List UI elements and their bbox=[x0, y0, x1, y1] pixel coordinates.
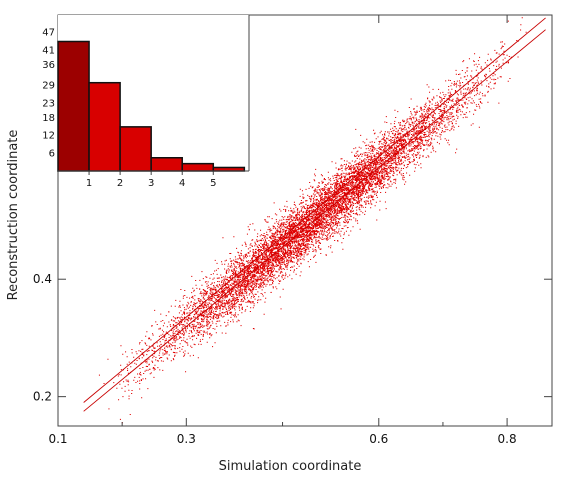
inset-y-tick-label: 18 bbox=[42, 113, 55, 124]
histogram-bar bbox=[150, 157, 183, 172]
x-tick-label: 0.3 bbox=[177, 432, 196, 446]
histogram-bar bbox=[57, 40, 90, 172]
inset-bars bbox=[57, 40, 246, 172]
inset-x-tick-label: 1 bbox=[86, 178, 92, 189]
inset-y-axis: 6 12 18 23 29 36 41 47 bbox=[42, 28, 55, 160]
inset-x-tick-label: 5 bbox=[210, 178, 216, 189]
x-tick-label: 0.6 bbox=[369, 432, 388, 446]
y-tick-label: 0.2 bbox=[33, 390, 52, 404]
inset-y-tick-label: 36 bbox=[42, 60, 55, 71]
inset-x-tick-label: 2 bbox=[117, 178, 123, 189]
y-axis-label: Reconstruction coordinate bbox=[6, 130, 21, 301]
trend-lines bbox=[83, 17, 546, 412]
inset-y-tick-label: 29 bbox=[42, 81, 55, 92]
scatter-point-cloud bbox=[98, 17, 527, 424]
inset-x-tick-label: 4 bbox=[179, 178, 185, 189]
inset-y-tick-label: 47 bbox=[42, 28, 55, 39]
inset-y-tick-label: 6 bbox=[49, 148, 55, 159]
y-axis: 0.2 0.4 bbox=[33, 272, 552, 404]
inset-y-tick-label: 12 bbox=[42, 131, 55, 142]
inset-x-tick-label: 3 bbox=[148, 178, 154, 189]
inset-y-tick-label: 41 bbox=[42, 45, 55, 56]
histogram-bar bbox=[119, 126, 152, 172]
y-tick-label: 0.4 bbox=[33, 272, 52, 286]
x-tick-label: 0.8 bbox=[498, 432, 517, 446]
trend-line-2 bbox=[83, 17, 546, 403]
histogram-bar bbox=[212, 166, 246, 172]
inset-y-tick-label: 23 bbox=[42, 98, 55, 109]
plot-frame bbox=[57, 14, 553, 427]
trend-line-1 bbox=[83, 29, 546, 412]
histogram-bar bbox=[181, 162, 215, 172]
scatter-points bbox=[98, 17, 527, 424]
inset-x-axis: 1 2 3 4 5 bbox=[86, 171, 216, 189]
histogram-bar bbox=[88, 81, 121, 172]
x-axis-label: Simulation coordinate bbox=[219, 459, 362, 474]
x-tick-label: 0.1 bbox=[48, 432, 67, 446]
